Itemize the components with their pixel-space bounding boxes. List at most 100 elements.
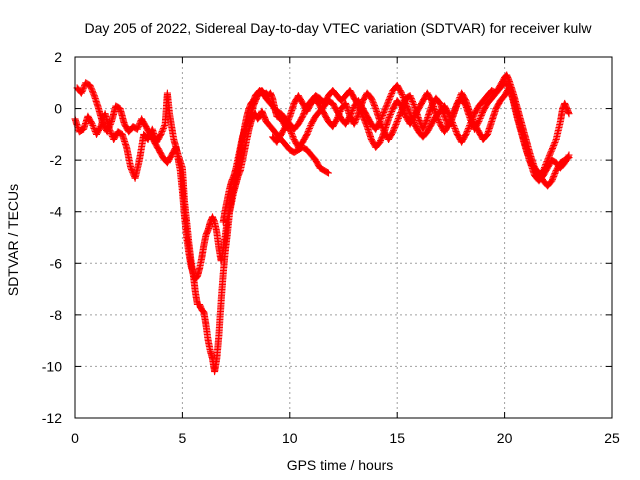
- data-point-marker: [288, 130, 296, 138]
- data-point-marker: [550, 172, 558, 180]
- data-point-marker: [87, 83, 95, 91]
- data-point-marker: [393, 119, 401, 127]
- data-point-marker: [466, 120, 474, 128]
- y-tick-label: -10: [42, 358, 62, 374]
- data-point-marker: [347, 109, 355, 117]
- data-point-marker: [79, 85, 87, 93]
- data-point-marker: [287, 128, 295, 136]
- data-point-marker: [403, 102, 411, 110]
- data-point-marker: [379, 110, 387, 118]
- data-point-marker: [407, 95, 415, 103]
- data-point-marker: [394, 116, 402, 124]
- data-point-marker: [160, 123, 168, 131]
- data-point-marker: [448, 117, 456, 125]
- data-point-marker: [469, 114, 477, 122]
- data-point-marker: [382, 103, 390, 111]
- data-point-marker: [386, 111, 394, 118]
- data-point-marker: [349, 105, 357, 113]
- data-point-marker: [377, 137, 385, 145]
- data-point-marker: [393, 118, 401, 125]
- data-point-marker: [408, 96, 416, 104]
- data-point-marker: [306, 123, 314, 131]
- data-point-marker: [90, 90, 98, 98]
- data-point-marker: [450, 123, 458, 131]
- data-point-marker: [565, 110, 573, 118]
- data-point-marker: [550, 141, 558, 149]
- data-point-marker: [135, 121, 143, 129]
- data-point-marker: [377, 135, 385, 143]
- data-point-marker: [465, 123, 473, 131]
- data-point-marker: [552, 137, 559, 145]
- data-point-marker: [547, 147, 555, 155]
- data-point-marker: [299, 112, 307, 120]
- data-point-marker: [452, 102, 460, 110]
- data-point-marker: [79, 86, 87, 94]
- data-point-marker: [89, 87, 96, 95]
- chart-title: Day 205 of 2022, Sidereal Day-to-day VTE…: [84, 20, 592, 36]
- data-point-marker: [404, 105, 412, 113]
- data-point-marker: [353, 114, 361, 122]
- data-point-marker: [89, 89, 97, 97]
- data-point-marker: [378, 113, 386, 121]
- data-point-marker: [381, 106, 389, 114]
- data-point-marker: [409, 117, 417, 125]
- data-point-marker: [159, 126, 167, 134]
- data-point-marker: [305, 126, 313, 134]
- data-point-marker: [78, 88, 86, 96]
- x-tick-label: 20: [497, 430, 513, 446]
- data-point-marker: [133, 125, 141, 133]
- data-point-marker: [369, 97, 377, 105]
- data-point-marker: [396, 112, 404, 120]
- data-point-marker: [371, 103, 379, 111]
- data-point-marker: [394, 115, 402, 122]
- data-point-marker: [377, 115, 385, 122]
- data-point-marker: [289, 133, 297, 141]
- data-point-marker: [286, 127, 294, 135]
- data-point-marker: [305, 125, 313, 132]
- data-point-marker: [303, 130, 311, 138]
- data-point-marker: [300, 109, 308, 117]
- data-point-marker: [385, 97, 393, 105]
- data-point-marker: [549, 174, 557, 182]
- data-point-marker: [286, 125, 294, 133]
- y-tick-label: 0: [54, 101, 62, 117]
- data-point-marker: [402, 99, 410, 107]
- data-point-marker: [409, 116, 416, 124]
- data-point-marker: [468, 116, 476, 124]
- data-point-marker: [391, 123, 399, 131]
- data-point-marker: [410, 101, 418, 108]
- data-point-marker: [449, 120, 457, 128]
- data-point-marker: [385, 113, 393, 121]
- data-points: [71, 71, 573, 376]
- data-point-marker: [409, 98, 416, 106]
- data-point-marker: [388, 90, 396, 97]
- data-point-marker: [452, 127, 460, 135]
- data-point-marker: [361, 118, 369, 126]
- data-point-marker: [288, 131, 296, 139]
- data-point-marker: [565, 154, 573, 162]
- data-point-marker: [377, 116, 385, 124]
- data-point-marker: [346, 112, 354, 120]
- data-point-marker: [350, 120, 358, 128]
- data-point-marker: [551, 169, 559, 177]
- data-point-marker: [383, 101, 391, 109]
- y-tick-label: -6: [50, 255, 63, 271]
- data-point-marker: [158, 129, 165, 137]
- data-point-marker: [159, 125, 167, 132]
- data-point-marker: [448, 119, 456, 127]
- data-point-marker: [451, 125, 459, 132]
- data-point-marker: [469, 113, 477, 121]
- x-tick-label: 10: [282, 430, 298, 446]
- data-point-marker: [370, 100, 378, 108]
- data-point-marker: [390, 125, 398, 133]
- data-point-marker: [447, 116, 455, 124]
- data-point-marker: [379, 112, 386, 120]
- data-point-marker: [549, 144, 556, 152]
- data-point-marker: [463, 127, 471, 135]
- data-point-marker: [415, 116, 423, 124]
- data-point-marker: [382, 104, 389, 112]
- data-point-marker: [392, 120, 400, 128]
- data-point-marker: [421, 119, 429, 127]
- data-point-marker: [446, 113, 454, 121]
- data-point-marker: [302, 105, 310, 113]
